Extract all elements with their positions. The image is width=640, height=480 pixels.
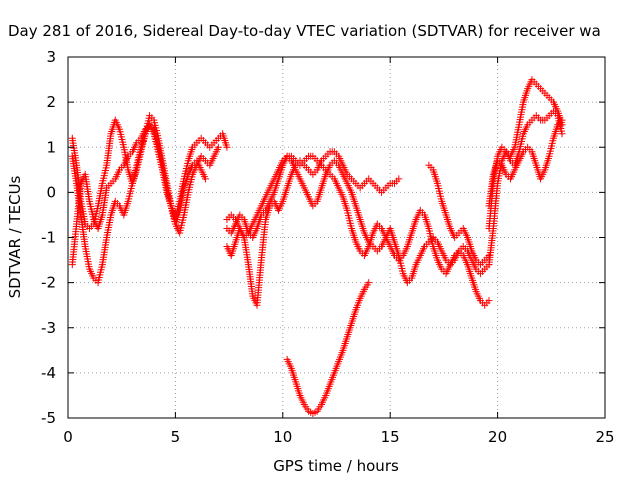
x-tick-label: 20: [488, 428, 507, 446]
y-axis-ticks: -5 -4 -3 -2 -1 0 1 2 3: [41, 48, 605, 427]
y-tick-label: -2: [41, 274, 56, 292]
data-point: [485, 297, 493, 305]
data-point: [558, 116, 566, 124]
y-axis-label: SDTVAR / TECUs: [6, 175, 24, 298]
series-3: [223, 148, 403, 309]
x-axis-label: GPS time / hours: [273, 457, 399, 475]
x-tick-label: 10: [273, 428, 292, 446]
data-point: [365, 279, 373, 287]
series-5: [223, 152, 493, 309]
y-tick-label: 2: [46, 93, 56, 111]
y-tick-label: -5: [41, 409, 56, 427]
data-points: [68, 76, 566, 417]
x-tick-label: 15: [381, 428, 400, 446]
data-point: [558, 130, 566, 138]
x-axis-ticks: 0 5 10 15 20 25: [63, 57, 615, 446]
y-tick-label: -4: [41, 364, 56, 382]
y-tick-label: -1: [41, 229, 56, 247]
series-0: [68, 121, 231, 269]
data-point: [214, 143, 222, 151]
series-1: [68, 112, 209, 232]
x-tick-label: 25: [595, 428, 614, 446]
chart-title: Day 281 of 2016, Sidereal Day-to-day VTE…: [8, 22, 601, 40]
y-tick-label: -3: [41, 319, 56, 337]
data-point: [485, 252, 493, 260]
x-tick-label: 5: [171, 428, 181, 446]
data-point: [395, 175, 403, 183]
y-tick-label: 0: [46, 183, 56, 201]
data-point: [223, 143, 231, 151]
series-2: [68, 121, 222, 287]
series-6: [283, 279, 373, 417]
data-point: [201, 175, 209, 183]
x-tick-label: 0: [63, 428, 73, 446]
y-tick-label: 1: [46, 138, 56, 156]
y-tick-label: 3: [46, 48, 56, 66]
series-10: [485, 116, 566, 210]
